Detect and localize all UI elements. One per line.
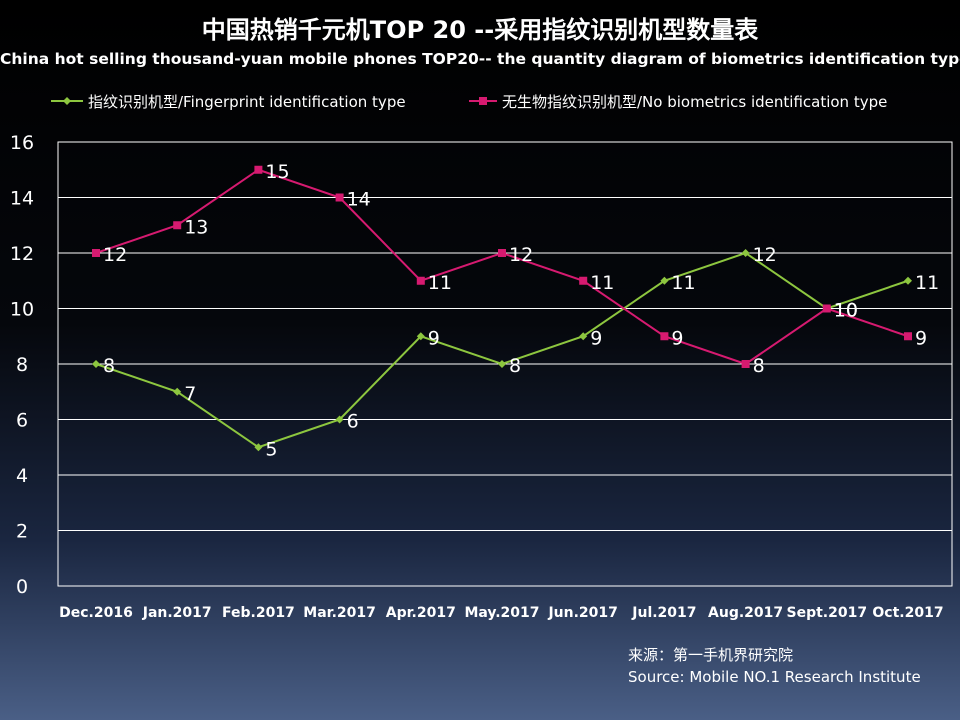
y-tick-label: 8 [16, 354, 28, 376]
x-tick-label: Dec.2016 [59, 605, 133, 621]
y-tick-label: 6 [16, 410, 28, 432]
data-label-no-biometrics: 12 [509, 244, 533, 266]
data-label-no-biometrics: 14 [347, 189, 371, 211]
x-tick-label: Mar.2017 [303, 605, 376, 621]
source-cn: 来源：第一手机界研究院 [628, 646, 794, 664]
y-tick-label: 12 [10, 243, 34, 265]
data-label-no-biometrics: 9 [915, 327, 927, 349]
x-tick-label: Sept.2017 [787, 605, 868, 621]
chart-subtitle: China hot selling thousand-yuan mobile p… [0, 50, 960, 68]
y-tick-label: 16 [10, 132, 34, 154]
x-tick-label: May.2017 [464, 605, 539, 621]
data-label-fingerprint: 10 [834, 300, 858, 322]
data-point-fingerprint [579, 332, 588, 341]
series-line-fingerprint [95, 251, 909, 449]
data-point-no-biometrics [904, 332, 912, 341]
data-point-no-biometrics [579, 276, 588, 285]
data-label-no-biometrics: 12 [103, 244, 127, 266]
data-label-no-biometrics: 11 [428, 272, 452, 294]
data-point-no-biometrics [660, 332, 669, 341]
y-tick-label: 0 [16, 576, 28, 598]
data-label-fingerprint: 12 [753, 244, 777, 266]
data-label-no-biometrics: 9 [671, 327, 683, 349]
x-tick-label: Apr.2017 [386, 605, 456, 621]
legend-fingerprint-label: 指纹识别机型/Fingerprint identification type [88, 92, 406, 111]
data-label-fingerprint: 11 [915, 272, 939, 294]
data-point-no-biometrics [254, 165, 263, 174]
legend-no-biometrics: 无生物指纹识别机型/No biometrics identification t… [468, 90, 887, 112]
data-label-fingerprint: 5 [265, 438, 277, 460]
y-tick-label: 10 [10, 299, 34, 321]
source-en: Source: Mobile NO.1 Research Institute [628, 668, 921, 686]
data-point-fingerprint [173, 387, 182, 396]
data-point-no-biometrics [416, 276, 425, 285]
data-point-fingerprint [254, 443, 263, 452]
data-label-fingerprint: 11 [671, 272, 695, 294]
data-point-fingerprint [741, 249, 750, 257]
data-point-no-biometrics [92, 249, 100, 257]
chart-title: 中国热销千元机TOP 20 --采用指纹识别机型数量表 [201, 16, 759, 44]
x-tick-label: Jul.2017 [631, 605, 696, 621]
x-tick-label: Jan.2017 [142, 605, 212, 621]
data-label-fingerprint: 8 [509, 355, 521, 377]
data-label-no-biometrics: 13 [184, 216, 208, 238]
source-note: 来源：第一手机界研究院 Source: Mobile NO.1 Research… [628, 644, 921, 688]
legend-no-biometrics-label: 无生物指纹识别机型/No biometrics identification t… [502, 92, 888, 111]
data-point-no-biometrics [741, 360, 750, 368]
y-tick-label: 14 [10, 188, 34, 210]
y-tick-label: 2 [16, 521, 28, 543]
data-label-fingerprint: 9 [428, 327, 440, 349]
legend-no-biometrics-marker-icon [469, 97, 497, 105]
data-point-fingerprint [660, 276, 669, 285]
data-point-fingerprint [92, 360, 100, 368]
data-label-no-biometrics: 11 [590, 272, 614, 294]
data-point-no-biometrics [173, 221, 182, 230]
data-label-fingerprint: 9 [590, 327, 602, 349]
data-label-no-biometrics: 10 [834, 300, 858, 322]
legend-fingerprint-marker-icon [51, 97, 83, 105]
data-label-fingerprint: 7 [184, 383, 196, 405]
data-point-fingerprint [498, 360, 506, 368]
data-point-no-biometrics [498, 249, 506, 257]
legend-fingerprint: 指纹识别机型/Fingerprint identification type [50, 90, 406, 112]
data-point-fingerprint [416, 332, 425, 341]
x-tick-label: Feb.2017 [222, 605, 295, 621]
data-point-no-biometrics [335, 193, 344, 202]
data-point-no-biometrics [822, 304, 831, 313]
x-tick-label: Aug.2017 [708, 605, 783, 621]
x-tick-label: Jun.2017 [547, 605, 617, 621]
data-label-fingerprint: 6 [347, 411, 359, 433]
data-point-fingerprint [335, 415, 344, 424]
data-label-no-biometrics: 8 [753, 355, 765, 377]
data-label-no-biometrics: 15 [265, 161, 289, 183]
data-point-fingerprint [904, 276, 912, 285]
data-label-fingerprint: 8 [103, 355, 115, 377]
x-tick-label: Oct.2017 [872, 605, 943, 621]
series-line-no-biometrics [95, 168, 909, 366]
y-tick-label: 4 [16, 465, 28, 487]
